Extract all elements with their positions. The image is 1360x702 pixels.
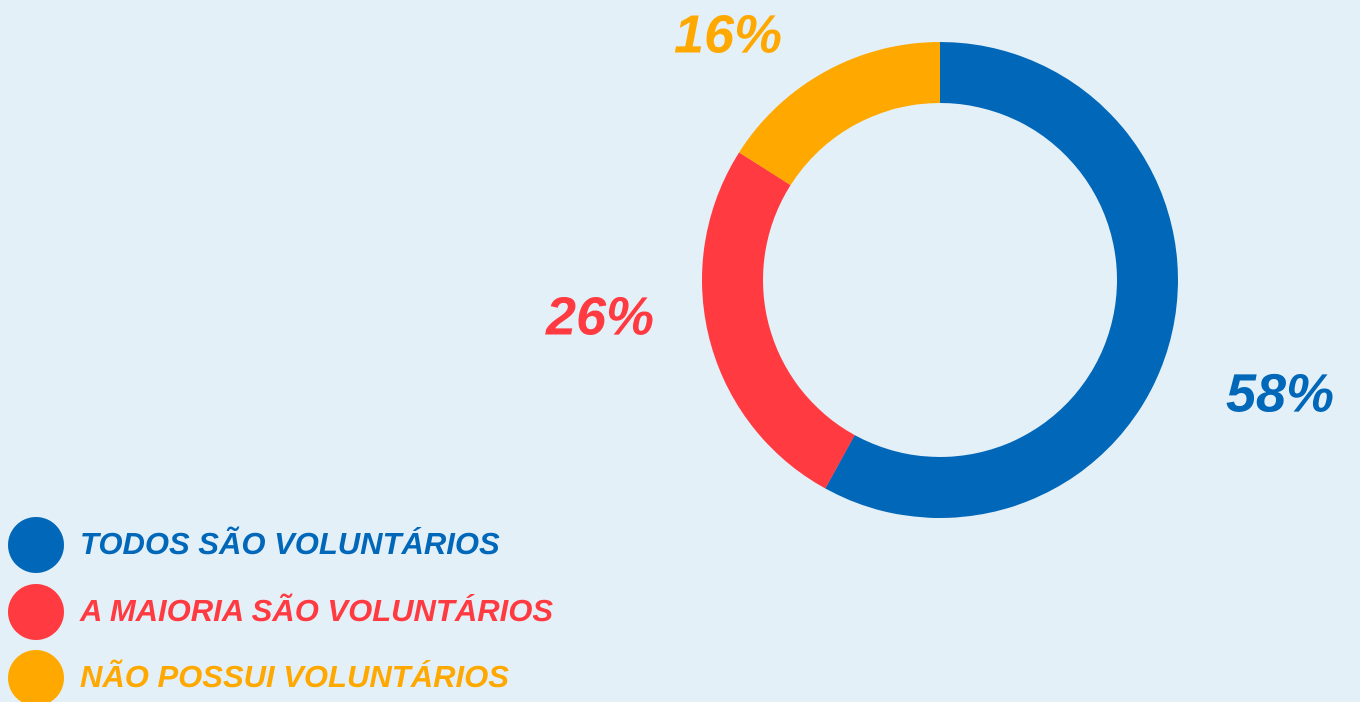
legend-swatch xyxy=(8,517,64,573)
legend-swatch xyxy=(8,584,64,640)
legend-swatch xyxy=(8,650,64,702)
legend-label: A MAIORIA SÃO VOLUNTÁRIOS xyxy=(79,593,553,628)
donut-segment xyxy=(701,152,855,489)
value-label: 26% xyxy=(545,286,654,346)
donut-segment xyxy=(825,42,1178,518)
value-label: 16% xyxy=(674,4,782,64)
legend-label: NÃO POSSUI VOLUNTÁRIOS xyxy=(80,659,509,694)
donut-segment xyxy=(739,42,940,186)
legend-label: TODOS SÃO VOLUNTÁRIOS xyxy=(80,526,500,561)
value-label: 58% xyxy=(1226,363,1334,423)
